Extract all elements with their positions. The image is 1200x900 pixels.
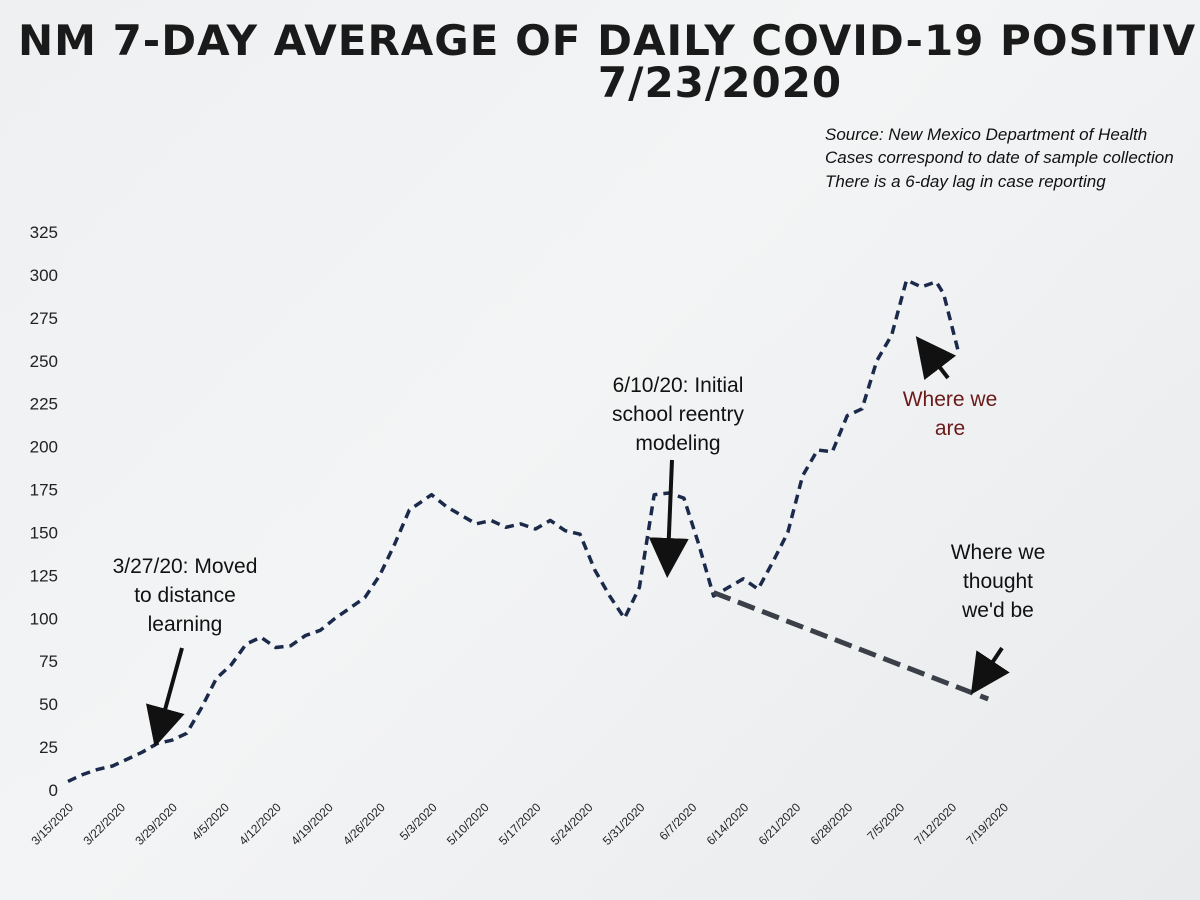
chart-title-line-1: NM 7-DAY AVERAGE OF DAILY COVID-19 POSIT… <box>18 16 1197 65</box>
x-tick-label: 6/14/2020 <box>704 800 752 848</box>
x-tick-label: 4/26/2020 <box>340 800 388 848</box>
y-tick-label: 325 <box>30 223 58 242</box>
y-tick-label: 100 <box>30 609 58 628</box>
x-tick-label: 5/31/2020 <box>600 800 648 848</box>
where-we-thought-label-line-2: thought <box>963 570 1033 593</box>
chart-title-line-2: 7/23/2020 <box>597 58 843 107</box>
x-tick-label: 4/5/2020 <box>189 800 232 843</box>
distance-learning-label-line-1: 3/27/20: Moved <box>113 555 258 578</box>
x-tick-label: 5/17/2020 <box>496 800 544 848</box>
reentry-label-line-1: 6/10/20: Initial <box>613 374 744 397</box>
y-tick-label: 300 <box>30 266 58 285</box>
reentry-label-line-3: modeling <box>635 432 720 455</box>
projection-series-line <box>712 590 990 702</box>
y-tick-label: 150 <box>30 523 58 542</box>
x-tick-label: 3/29/2020 <box>132 800 180 848</box>
distance-learning-label-line-2: to distance <box>134 584 236 607</box>
where-we-are-arrow <box>915 336 957 381</box>
sample-collection-note: Cases correspond to date of sample colle… <box>825 148 1174 167</box>
y-axis: 0 25 50 75 100 125 150 175 200 225 250 275 300 325 <box>30 223 58 800</box>
reporting-lag-note: There is a 6-day lag in case reporting <box>825 172 1106 191</box>
x-tick-label: 4/12/2020 <box>236 800 284 848</box>
y-tick-label: 275 <box>30 309 58 328</box>
y-tick-label: 250 <box>30 352 58 371</box>
distance-learning-arrow <box>146 647 185 748</box>
positive-cases-series-line <box>67 278 961 783</box>
y-tick-label: 0 <box>49 781 58 800</box>
y-tick-label: 175 <box>30 481 58 500</box>
x-tick-label: 5/3/2020 <box>397 800 440 843</box>
where-we-thought-arrow <box>970 646 1010 695</box>
x-tick-label: 3/15/2020 <box>28 800 76 848</box>
y-tick-label: 125 <box>30 566 58 585</box>
x-tick-label: 7/19/2020 <box>963 800 1011 848</box>
y-tick-label: 75 <box>39 652 58 671</box>
x-tick-label: 7/5/2020 <box>864 800 907 843</box>
x-tick-label: 5/24/2020 <box>548 800 596 848</box>
y-tick-label: 225 <box>30 395 58 414</box>
where-we-thought-label-line-3: we'd be <box>961 599 1034 622</box>
y-tick-label: 50 <box>39 695 58 714</box>
where-we-are-label-line-1: Where we <box>903 388 998 411</box>
y-tick-label: 200 <box>30 438 58 457</box>
where-we-are-label-line-2: are <box>935 417 965 440</box>
x-axis: 3/15/2020 3/22/2020 3/29/2020 4/5/2020 4/12/… <box>28 800 1011 848</box>
y-tick-label: 25 <box>39 738 58 757</box>
x-tick-label: 4/19/2020 <box>288 800 336 848</box>
x-tick-label: 6/7/2020 <box>657 800 700 843</box>
x-tick-label: 3/22/2020 <box>80 800 128 848</box>
series-layer <box>67 278 990 783</box>
reentry-label-line-2: school reentry <box>612 403 744 426</box>
reentry-arrow <box>648 459 689 578</box>
where-we-thought-label-line-1: Where we <box>951 541 1046 564</box>
x-tick-label: 5/10/2020 <box>444 800 492 848</box>
x-tick-label: 6/21/2020 <box>756 800 804 848</box>
source-note: Source: New Mexico Department of Health <box>825 125 1148 144</box>
x-tick-label: 7/12/2020 <box>912 800 960 848</box>
x-tick-label: 6/28/2020 <box>808 800 856 848</box>
distance-learning-label-line-3: learning <box>148 613 223 636</box>
